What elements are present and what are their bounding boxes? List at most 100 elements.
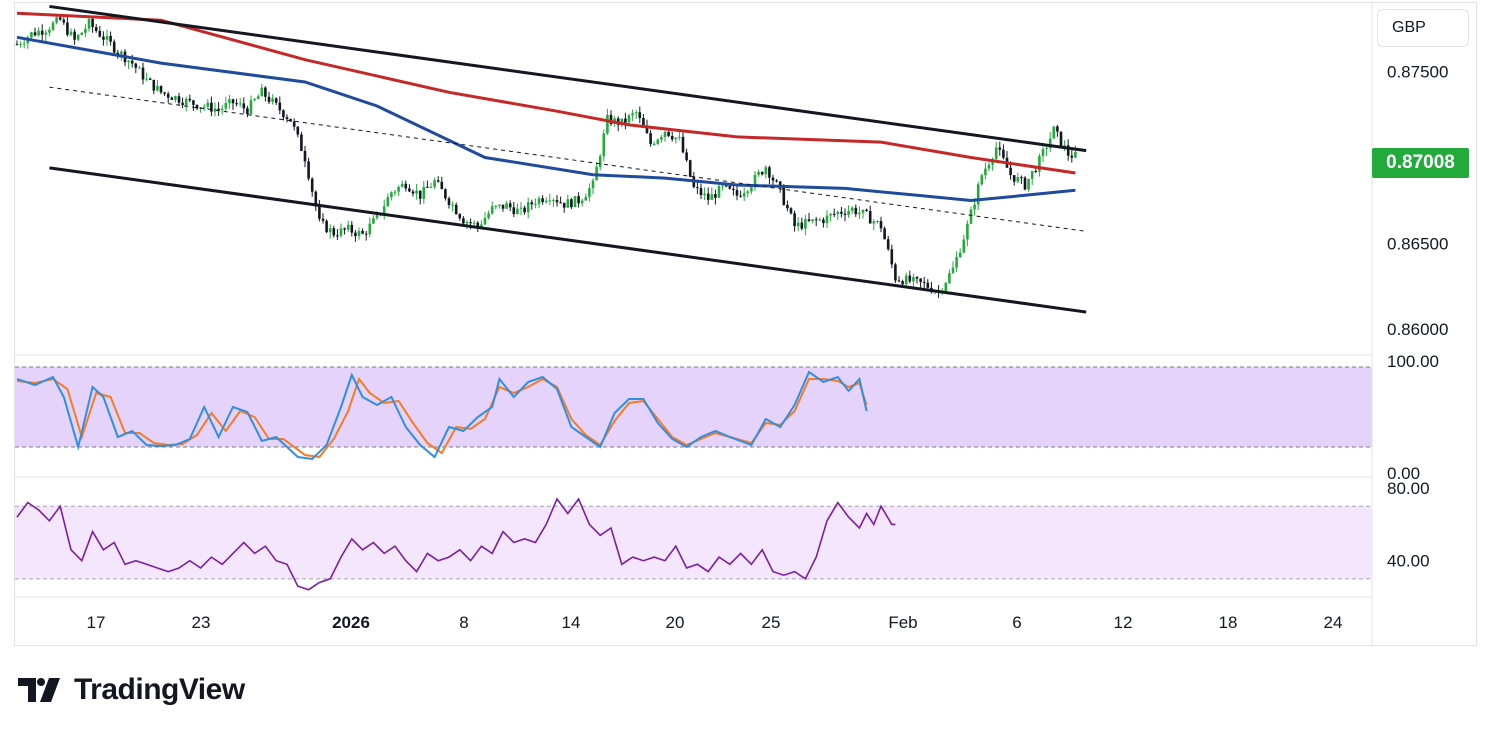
candle-body (296, 126, 300, 135)
candle-body (526, 202, 530, 213)
candle-body (710, 194, 714, 200)
candle-body (822, 219, 825, 224)
candle-body (51, 22, 55, 30)
candle-body (840, 211, 843, 214)
candle-body (84, 28, 87, 33)
candle-body (120, 51, 123, 55)
candle-body (609, 114, 613, 124)
candle-body (519, 207, 523, 209)
stoch-k-line (16, 370, 868, 461)
candle-body (573, 196, 577, 208)
candle-body (552, 200, 555, 202)
candle-body (192, 100, 195, 105)
candle-body (372, 218, 375, 224)
candle-body (591, 180, 595, 189)
candle-body (508, 203, 512, 208)
candle-body (15, 44, 19, 46)
candle-body (454, 204, 458, 215)
candle-body (174, 96, 177, 100)
candle-body (58, 17, 62, 20)
candle-body (566, 199, 570, 208)
candle-body (638, 112, 642, 119)
candle-body (1063, 145, 1066, 147)
candle-body (256, 96, 260, 100)
candle-body (231, 99, 235, 104)
candle-body (714, 194, 717, 198)
candle-body (422, 186, 426, 199)
tradingview-brand[interactable]: TradingView (18, 672, 245, 708)
candle-body (393, 191, 397, 193)
candle-body (512, 207, 516, 215)
candle-body (1074, 151, 1077, 158)
candle-body (490, 206, 494, 214)
candle-body (1066, 145, 1070, 156)
candle-body (1020, 177, 1023, 179)
last-price-tag: 0.87008 (1372, 148, 1469, 178)
candle-body (411, 191, 415, 194)
candle-body (274, 98, 278, 103)
candle-body (699, 188, 703, 196)
candle-body (1016, 177, 1020, 182)
candle-body (850, 207, 854, 211)
candle-body (501, 204, 505, 209)
candle-body (292, 121, 296, 127)
candle-body (904, 275, 908, 285)
ma-long-line (16, 11, 1076, 175)
currency-badge[interactable]: GBP (1377, 9, 1469, 47)
candle-body (706, 193, 710, 200)
candle-body (670, 135, 674, 140)
candle-body (148, 78, 152, 80)
candle-body (886, 239, 890, 250)
candle-body (487, 213, 490, 219)
candle-body (94, 27, 98, 31)
candle-body (249, 100, 253, 115)
candle-body (663, 131, 667, 137)
candle-body (156, 85, 159, 91)
candle-body (235, 103, 238, 105)
candle-body (634, 112, 638, 114)
date-axis-label: 20 (666, 613, 685, 632)
candle-body (159, 85, 163, 93)
candle-body (22, 43, 26, 45)
rsi-axis-label: 80.00 (1387, 479, 1430, 498)
candle-body (339, 228, 343, 236)
candle-body (660, 136, 663, 140)
candle-body (912, 276, 915, 282)
candle-body (523, 207, 526, 213)
rsi-axis-label: 40.00 (1387, 552, 1430, 571)
candle-body (253, 99, 256, 101)
candle-body (764, 167, 768, 175)
candle-body (242, 103, 246, 109)
candle-body (750, 187, 753, 192)
candle-body (112, 41, 116, 53)
candle-body (238, 103, 242, 105)
candle-body (397, 186, 400, 192)
rsi-line (16, 497, 896, 591)
candle-body (768, 167, 771, 178)
candle-body (958, 252, 962, 258)
candle-body (33, 32, 37, 36)
candle-body (1023, 177, 1027, 190)
candle-body (778, 181, 782, 188)
candle-body (458, 214, 462, 219)
candle-body (368, 223, 372, 235)
candle-body (480, 224, 483, 227)
candle-body (922, 281, 926, 283)
date-axis-label: 2026 (332, 613, 370, 632)
candle-body (631, 113, 634, 116)
candle-body (170, 97, 174, 100)
candle-body (469, 221, 472, 224)
candle-body (717, 186, 721, 198)
candle-body (861, 209, 865, 213)
date-axis-label: 14 (562, 613, 581, 632)
candle-body (908, 275, 912, 282)
candle-body (325, 220, 328, 233)
candle-body (645, 126, 649, 134)
stoch-axis-label: 100.00 (1387, 352, 1439, 371)
candle-body (418, 190, 422, 199)
candle-body (782, 187, 786, 205)
candle-body (217, 108, 220, 110)
candle-body (642, 118, 645, 127)
candle-body (433, 180, 436, 187)
